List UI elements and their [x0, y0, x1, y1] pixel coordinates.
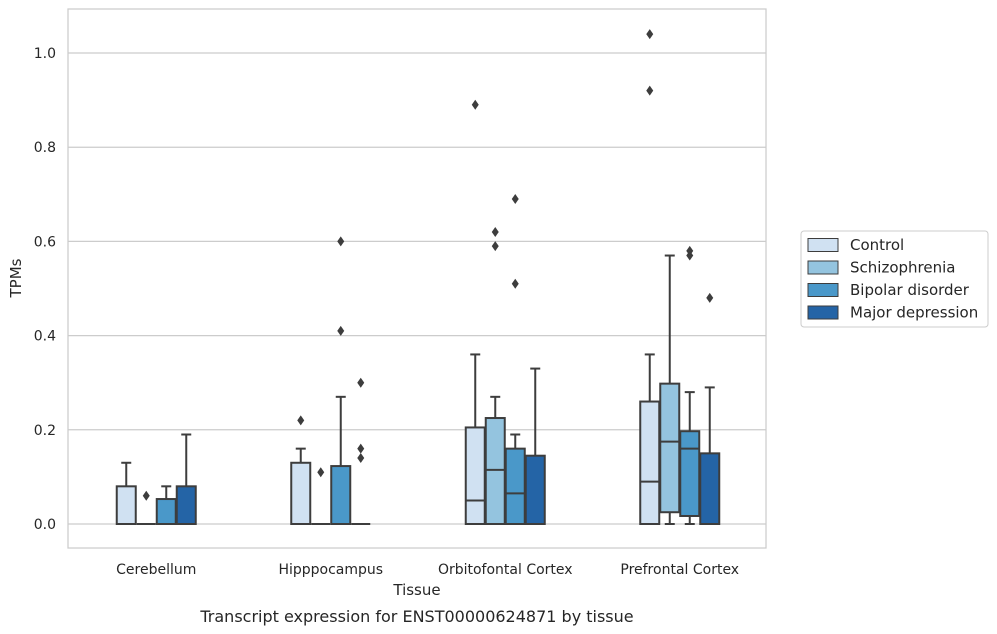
x-tick-label: Orbitofontal Cortex — [438, 562, 573, 578]
outlier-point — [297, 415, 305, 426]
legend-swatch — [807, 260, 839, 275]
y-tick-label: 0.0 — [34, 517, 56, 533]
outlier-point — [337, 325, 345, 336]
legend: Control Schizophrenia Bipolar disorder Majo… — [800, 230, 989, 328]
box — [484, 417, 506, 525]
legend-swatch — [807, 305, 839, 320]
box-group — [504, 194, 526, 526]
y-tick-label: 1.0 — [34, 46, 56, 62]
box-layer — [115, 29, 721, 526]
outlier-point — [337, 236, 345, 247]
outlier-point — [491, 226, 499, 237]
outlier-point — [646, 85, 654, 96]
plot-frame — [67, 8, 767, 549]
outlier-point — [646, 29, 654, 40]
x-tick-label: Prefrontal Cortex — [620, 562, 739, 578]
box-group — [115, 461, 137, 526]
box — [504, 447, 526, 526]
box — [115, 485, 137, 526]
legend-label: Schizophrenia — [850, 259, 955, 277]
box-group — [136, 490, 156, 525]
y-axis-title: TPMs — [7, 258, 25, 298]
box — [464, 426, 486, 526]
x-tick-labels: Cerebellum Hipppocampus Orbitofontal Corte… — [116, 562, 739, 578]
box-group — [351, 377, 371, 525]
box-group — [484, 226, 506, 525]
box-group — [155, 485, 177, 525]
x-tick-label: Cerebellum — [116, 562, 196, 578]
outlier-point — [686, 245, 694, 256]
outlier-point — [357, 443, 365, 454]
box — [155, 498, 177, 525]
box-group — [175, 433, 197, 526]
box-group — [659, 254, 681, 525]
legend-frame — [800, 230, 989, 328]
box-group — [699, 292, 721, 526]
x-tick-label: Hipppocampus — [278, 562, 383, 578]
box-group — [311, 467, 331, 525]
box — [175, 485, 197, 526]
outlier-point — [317, 467, 325, 478]
legend-label: Bipolar disorder — [850, 281, 970, 299]
y-tick-label: 0.8 — [34, 140, 56, 156]
box-group — [330, 236, 352, 525]
box — [699, 452, 721, 526]
box-group — [524, 367, 546, 525]
outlier-point — [142, 490, 150, 501]
box-group — [464, 99, 486, 526]
box — [679, 430, 701, 517]
y-tick-label: 0.2 — [34, 423, 56, 439]
y-tick-labels: 0.0 0.2 0.4 0.6 0.8 1.0 — [34, 46, 56, 533]
chart-caption: Transcript expression for ENST0000062487… — [199, 607, 633, 626]
box — [659, 382, 681, 514]
outlier-point — [511, 194, 519, 205]
box-group — [679, 245, 701, 525]
box-group — [290, 415, 312, 525]
outlier-point — [357, 453, 365, 464]
x-axis-title: Tissue — [392, 581, 440, 599]
y-tick-label: 0.6 — [34, 234, 56, 250]
box — [330, 465, 352, 525]
legend-label: Major depression — [850, 304, 978, 322]
outlier-point — [511, 278, 519, 289]
legend-swatch — [807, 238, 839, 252]
outlier-point — [491, 241, 499, 252]
legend-swatch — [807, 283, 839, 297]
outlier-point — [357, 377, 365, 388]
box — [290, 461, 312, 525]
legend-label: Control — [850, 236, 904, 254]
y-tick-label: 0.4 — [34, 329, 56, 345]
outlier-point — [706, 292, 714, 303]
outlier-point — [471, 99, 479, 110]
box-group — [639, 29, 661, 526]
box — [639, 400, 661, 526]
box — [524, 454, 546, 525]
